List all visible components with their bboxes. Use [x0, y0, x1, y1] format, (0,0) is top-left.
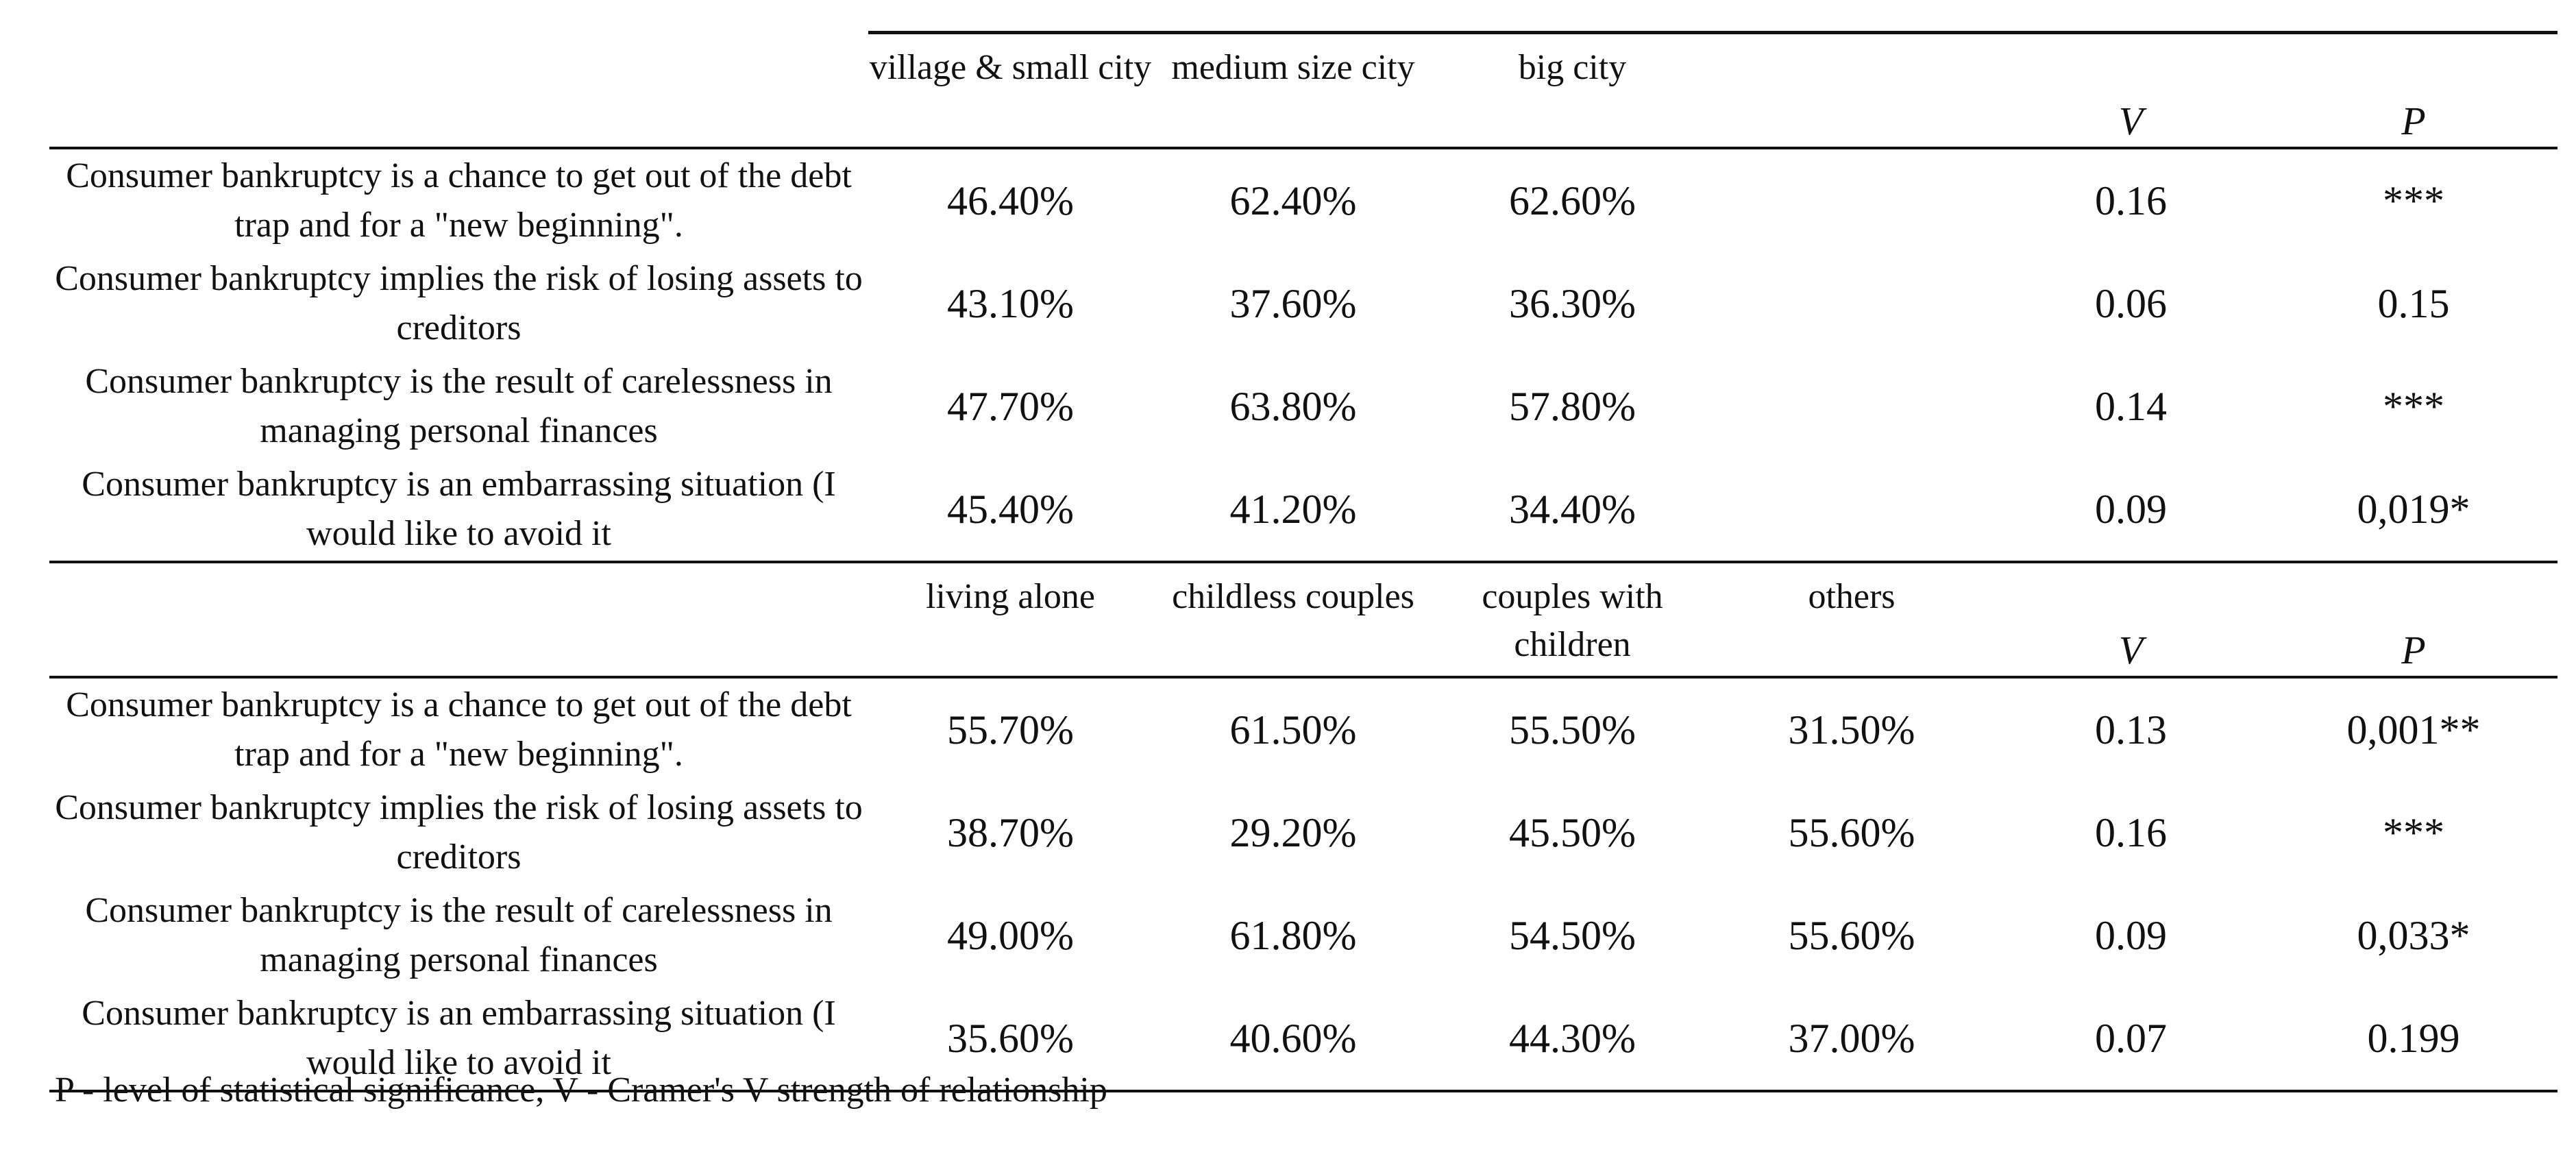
statement-cell: Consumer bankruptcy implies the risk of … [55, 259, 863, 347]
cramers-v-cell: 0.13 [2095, 707, 2167, 753]
percentage-cell: 31.50% [1788, 707, 1915, 753]
percentage-cell: 54.50% [1509, 912, 1636, 958]
table-row: Consumer bankruptcy is the result of car… [49, 884, 2557, 987]
header-empty-cell [49, 32, 868, 149]
percentage-cell: 55.60% [1788, 912, 1915, 958]
p-value-cell: 0,019* [2270, 458, 2557, 563]
attitudes-table: village & small city medium size city bi… [49, 31, 2557, 1092]
p-value-header: P [2270, 562, 2557, 678]
percentage-cell: 61.80% [1229, 912, 1357, 958]
column-header: living alone [868, 562, 1153, 678]
p-value-cell: *** [2383, 809, 2444, 855]
percentage-cell: 62.40% [1229, 178, 1357, 223]
cramers-v-header: V [1992, 31, 2270, 149]
percentage-cell: 45.40% [868, 458, 1153, 563]
percentage-cell: 46.40% [947, 178, 1074, 223]
table-row: Consumer bankruptcy implies the risk of … [49, 252, 2557, 355]
column-header: big city [1434, 31, 1711, 149]
percentage-cell [1711, 252, 1992, 355]
table-row: Consumer bankruptcy implies the risk of … [49, 781, 2557, 884]
percentage-cell: 63.80% [1229, 383, 1357, 429]
header-row-place-of-residence: village & small city medium size city bi… [49, 31, 2557, 149]
percentage-cell: 34.40% [1434, 458, 1711, 563]
percentage-cell [1711, 458, 1992, 563]
table-row: Consumer bankruptcy is a chance to get o… [49, 148, 2557, 252]
table-row: Consumer bankruptcy is the result of car… [49, 355, 2557, 458]
percentage-cell: 45.50% [1509, 809, 1636, 855]
percentage-cell: 40.60% [1153, 987, 1434, 1092]
percentage-cell: 38.70% [947, 809, 1074, 855]
cramers-v-cell: 0.14 [2095, 383, 2167, 429]
percentage-cell [1711, 355, 1992, 458]
header-empty-cell [49, 562, 868, 678]
statement-cell: Consumer bankruptcy implies the risk of … [55, 788, 863, 877]
percentage-cell: 49.00% [947, 912, 1074, 958]
column-header: others [1711, 562, 1992, 678]
percentage-cell: 61.50% [1229, 707, 1357, 753]
cramers-v-cell: 0.09 [1992, 458, 2270, 563]
statement-cell: Consumer bankruptcy is a chance to get o… [66, 685, 852, 774]
cramers-v-cell: 0.09 [2095, 912, 2167, 958]
percentage-cell: 36.30% [1509, 280, 1636, 326]
percentage-cell: 35.60% [868, 987, 1153, 1092]
percentage-cell: 57.80% [1509, 383, 1636, 429]
cramers-v-header: V [1992, 562, 2270, 678]
p-value-cell: *** [2383, 178, 2444, 223]
table-row: Consumer bankruptcy is an embarrassing s… [49, 987, 2557, 1092]
statement-cell: Consumer bankruptcy is an embarrassing s… [49, 987, 868, 1092]
percentage-cell [1711, 148, 1992, 252]
percentage-cell: 37.00% [1711, 987, 1992, 1092]
column-header: childless couples [1153, 562, 1434, 678]
p-value-header: P [2270, 31, 2557, 149]
percentage-cell: 47.70% [947, 383, 1074, 429]
cramers-v-cell: 0.06 [2095, 280, 2167, 326]
percentage-cell: 62.60% [1509, 178, 1636, 223]
percentage-cell: 55.60% [1788, 809, 1915, 855]
percentage-cell: 29.20% [1229, 809, 1357, 855]
column-header: village & small city [868, 31, 1153, 149]
column-header [1711, 31, 1992, 149]
table-row: Consumer bankruptcy is a chance to get o… [49, 677, 2557, 781]
table-footnote: P - level of statistical significance, V… [55, 1071, 1107, 1110]
table-row: Consumer bankruptcy is an embarrassing s… [49, 458, 2557, 563]
statement-cell: Consumer bankruptcy is the result of car… [85, 891, 833, 979]
percentage-cell: 55.50% [1509, 707, 1636, 753]
statement-cell: Consumer bankruptcy is a chance to get o… [66, 156, 852, 245]
cramers-v-cell: 0.16 [2095, 178, 2167, 223]
percentage-cell: 41.20% [1153, 458, 1434, 563]
p-value-cell: 0,001** [2346, 707, 2481, 753]
column-header: couples with children [1434, 562, 1711, 678]
percentage-cell: 44.30% [1434, 987, 1711, 1092]
percentage-cell: 55.70% [947, 707, 1074, 753]
p-value-cell: 0.15 [2377, 280, 2450, 326]
statement-cell: Consumer bankruptcy is the result of car… [85, 362, 833, 450]
cramers-v-cell: 0.16 [2095, 809, 2167, 855]
statement-cell: Consumer bankruptcy is an embarrassing s… [49, 458, 868, 563]
header-row-household-type: living alone childless couples couples w… [49, 562, 2557, 678]
p-value-cell: 0,033* [2357, 912, 2470, 958]
p-value-cell: *** [2383, 383, 2444, 429]
column-header: medium size city [1153, 31, 1434, 149]
cramers-v-cell: 0.07 [1992, 987, 2270, 1092]
p-value-cell: 0.199 [2270, 987, 2557, 1092]
percentage-cell: 43.10% [947, 280, 1074, 326]
percentage-cell: 37.60% [1229, 280, 1357, 326]
